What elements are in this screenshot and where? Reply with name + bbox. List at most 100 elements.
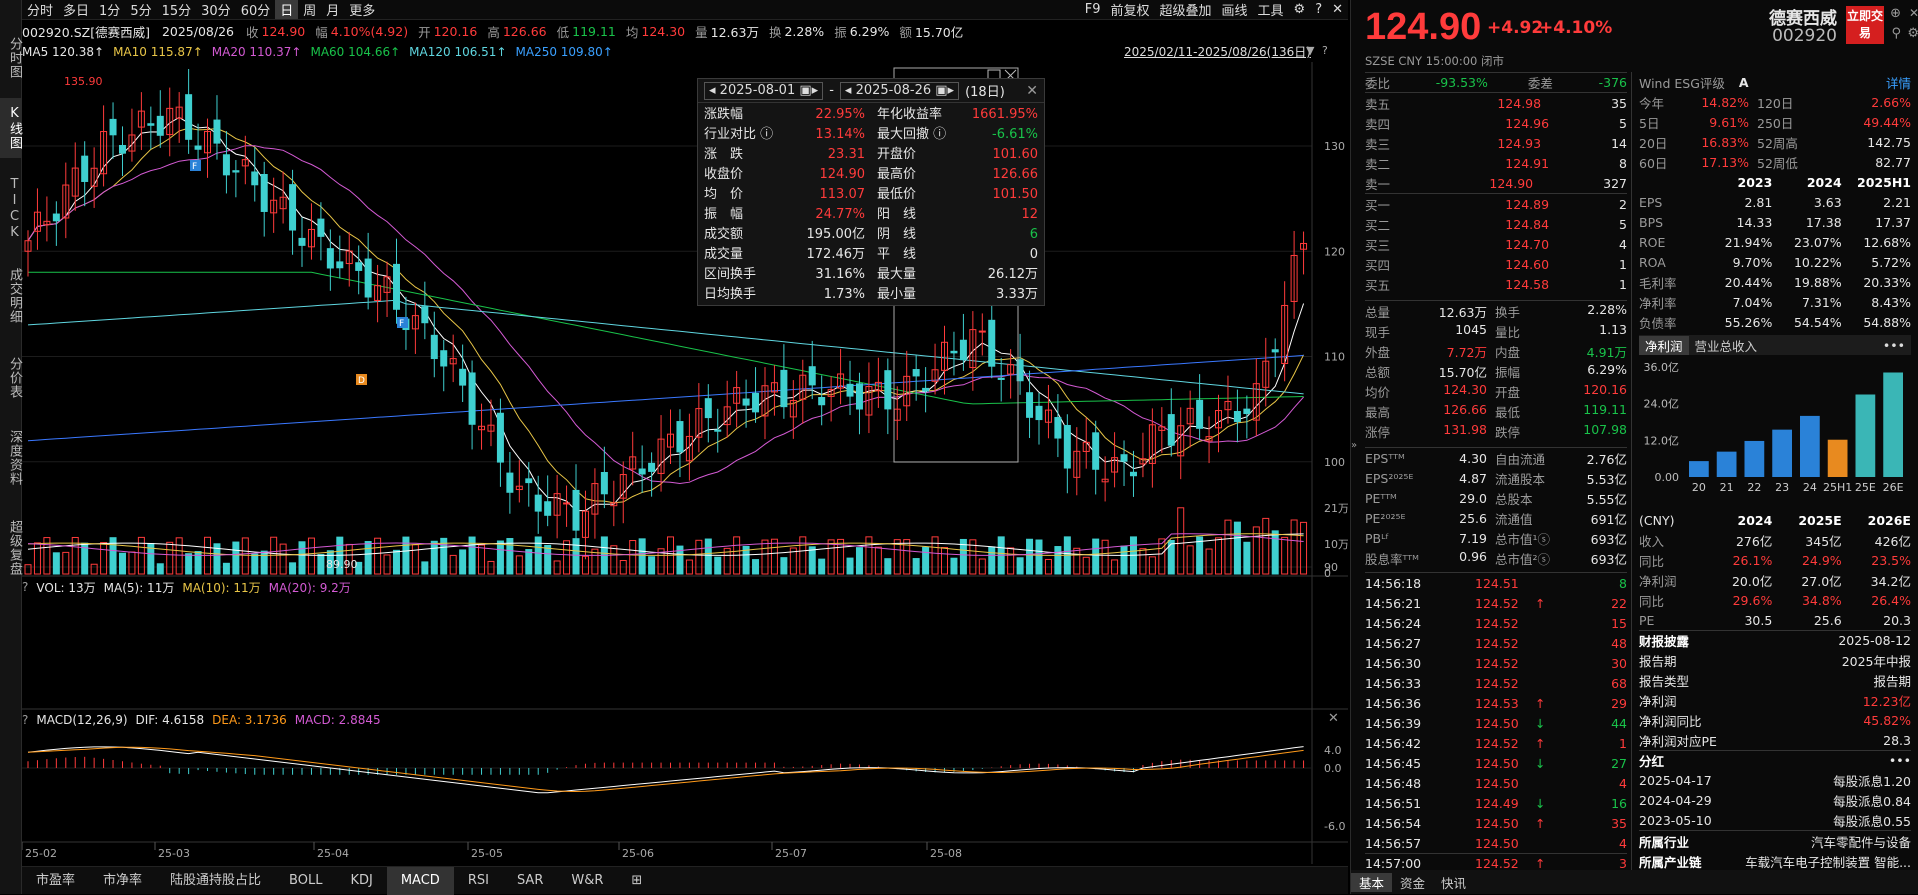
period-30min[interactable]: 30分 bbox=[201, 4, 231, 19]
help-icon[interactable]: ? bbox=[1315, 2, 1323, 17]
f9-button[interactable]: F9 bbox=[1084, 2, 1101, 17]
event-marker-icon[interactable]: D bbox=[358, 376, 365, 386]
tab-revenue[interactable]: 营业总收入 bbox=[1694, 338, 1758, 354]
tab-net-profit[interactable]: 净利润 bbox=[1639, 335, 1689, 355]
turn-value: 2.28% bbox=[784, 23, 825, 39]
tab-replay[interactable]: 超级复盘 bbox=[7, 520, 22, 576]
draw-button[interactable]: 画线 bbox=[1221, 4, 1248, 19]
indicator-tab[interactable]: ⊞ bbox=[631, 872, 643, 888]
indicator-tab[interactable]: MACD bbox=[386, 866, 454, 895]
fin-cell: 20.44% bbox=[1724, 274, 1773, 290]
fund-value: 4.30 bbox=[1459, 450, 1487, 466]
bids-price: 124.70 bbox=[1505, 236, 1550, 252]
tab-basic[interactable]: 基本 bbox=[1351, 872, 1393, 892]
period-1min[interactable]: 1分 bbox=[99, 4, 121, 19]
candle-body bbox=[506, 472, 514, 493]
bids-volume: 2 bbox=[1619, 196, 1627, 212]
candle-body bbox=[761, 385, 769, 417]
indicator-tab[interactable]: RSI bbox=[467, 872, 489, 888]
volume-bar bbox=[355, 561, 363, 575]
fund-value: 693亿 bbox=[1590, 551, 1627, 567]
tick-time: 14:56:42 bbox=[1365, 735, 1422, 751]
report.rows-value: 45.82% bbox=[1863, 712, 1911, 728]
indicator-tab[interactable]: SAR bbox=[516, 872, 544, 888]
bids-label: 买三 bbox=[1365, 237, 1391, 253]
overlay-button[interactable]: 超级叠加 bbox=[1159, 4, 1212, 19]
period-week[interactable]: 周 bbox=[303, 4, 317, 19]
pin-icon[interactable]: ⚲ bbox=[1891, 26, 1901, 41]
stats2-value: 15.70亿 bbox=[1438, 364, 1487, 380]
period-multiday[interactable]: 多日 bbox=[63, 4, 90, 19]
tab-news[interactable]: 快讯 bbox=[1441, 875, 1467, 891]
tab-fund-flow[interactable]: 资金 bbox=[1400, 875, 1426, 891]
period-5min[interactable]: 5分 bbox=[130, 4, 152, 19]
help-icon[interactable]: ? bbox=[1322, 44, 1328, 57]
stats2-value: 1.13 bbox=[1599, 321, 1627, 337]
vol-help-icon[interactable]: ? bbox=[22, 580, 29, 594]
date-range-label[interactable]: 2025/02/11-2025/08/26(136日) bbox=[1124, 45, 1311, 59]
volume-bar bbox=[893, 539, 901, 575]
candle-body bbox=[884, 370, 892, 410]
indicator-tab[interactable]: 市净率 bbox=[103, 872, 143, 888]
stat-value: 12 bbox=[1021, 207, 1038, 222]
stat-cell: 行业对比 ⓘ 13.14% bbox=[698, 125, 871, 145]
volume-bar bbox=[1073, 547, 1081, 575]
esg-detail-link[interactable]: 详情 bbox=[1885, 75, 1911, 91]
volume-bar bbox=[563, 540, 571, 575]
tab-kline[interactable]: K线图 bbox=[0, 98, 22, 158]
tick-price: 124.50 bbox=[1475, 835, 1519, 851]
gear-icon[interactable]: ⚙ bbox=[1293, 2, 1306, 17]
volume-bar bbox=[1101, 539, 1109, 575]
trade-button[interactable]: 立即交易 bbox=[1846, 6, 1884, 44]
event-marker-icon[interactable] bbox=[190, 160, 201, 171]
fcst-head-cell: (CNY) bbox=[1639, 512, 1675, 528]
more-icon[interactable]: ••• bbox=[1882, 337, 1905, 353]
macd-help-icon[interactable]: ? bbox=[22, 713, 29, 727]
event-marker-icon[interactable]: F bbox=[192, 162, 197, 172]
add-icon[interactable]: ⊕ bbox=[1890, 6, 1901, 21]
more-icon[interactable]: ••• bbox=[1888, 753, 1911, 768]
low-value: 119.11 bbox=[572, 23, 616, 39]
volume-bar bbox=[931, 536, 939, 575]
turn-label: 换 bbox=[768, 24, 782, 40]
start-date-picker[interactable]: ◂ 2025-08-01 ▣▸ bbox=[704, 81, 824, 100]
tab-intraday[interactable]: 分时图 bbox=[7, 37, 22, 79]
settings-icon[interactable]: ⚙ bbox=[1907, 26, 1918, 41]
indicator-tab[interactable]: W&R bbox=[571, 872, 604, 888]
macd-close-icon[interactable]: ✕ bbox=[1328, 711, 1339, 726]
period-intraday[interactable]: 分时 bbox=[27, 4, 54, 19]
profit-y-tick: 0.00 bbox=[1655, 471, 1680, 484]
candle-body bbox=[1290, 254, 1298, 302]
fuquan-button[interactable]: 前复权 bbox=[1110, 4, 1150, 19]
tab-price-table[interactable]: 分价表 bbox=[7, 357, 22, 399]
tools-button[interactable]: 工具 bbox=[1257, 4, 1284, 19]
end-date-picker[interactable]: ◂ 2025-08-26 ▣▸ bbox=[839, 81, 960, 100]
event-marker-icon[interactable] bbox=[397, 317, 408, 328]
tab-tick[interactable]: TICK bbox=[7, 177, 22, 241]
indicator-tab[interactable]: BOLL bbox=[289, 872, 323, 888]
indicator-tab[interactable]: 市盈率 bbox=[36, 872, 76, 888]
stat-label: 平 线 bbox=[877, 247, 917, 262]
event-marker-icon[interactable] bbox=[356, 374, 367, 385]
period-day[interactable]: 日 bbox=[275, 0, 299, 19]
indicator-tab[interactable]: 陆股通持股占比 bbox=[170, 872, 262, 888]
tab-deep-data[interactable]: 深度资料 bbox=[7, 430, 22, 486]
period-month[interactable]: 月 bbox=[326, 4, 340, 19]
candle-body bbox=[648, 462, 656, 472]
tab-trade-detail[interactable]: 成交明细 bbox=[7, 268, 22, 324]
fund-value: 7.19 bbox=[1459, 530, 1487, 546]
indicator-tab[interactable]: KDJ bbox=[350, 872, 373, 888]
close-icon[interactable]: ✕ bbox=[1908, 6, 1918, 20]
stat-close-icon[interactable]: ✕ bbox=[1026, 82, 1038, 99]
close-icon[interactable]: ✕ bbox=[1332, 2, 1343, 17]
dropdown-icon[interactable]: ▼ bbox=[1306, 44, 1315, 57]
candle-body bbox=[685, 435, 693, 462]
period-60min[interactable]: 60分 bbox=[240, 4, 271, 19]
kline-chart[interactable]: 13012011010090FFDF21万10万04.00.0-6.025-02… bbox=[22, 62, 1348, 864]
volume-bar bbox=[610, 545, 618, 575]
period-15min[interactable]: 15分 bbox=[161, 4, 192, 19]
event-marker-icon[interactable]: F bbox=[399, 319, 404, 329]
collapse-arrow-icon[interactable]: » bbox=[1351, 440, 1358, 451]
period-more[interactable]: 更多 bbox=[349, 4, 376, 19]
tick-arrow-icon: ↓ bbox=[1535, 715, 1546, 731]
